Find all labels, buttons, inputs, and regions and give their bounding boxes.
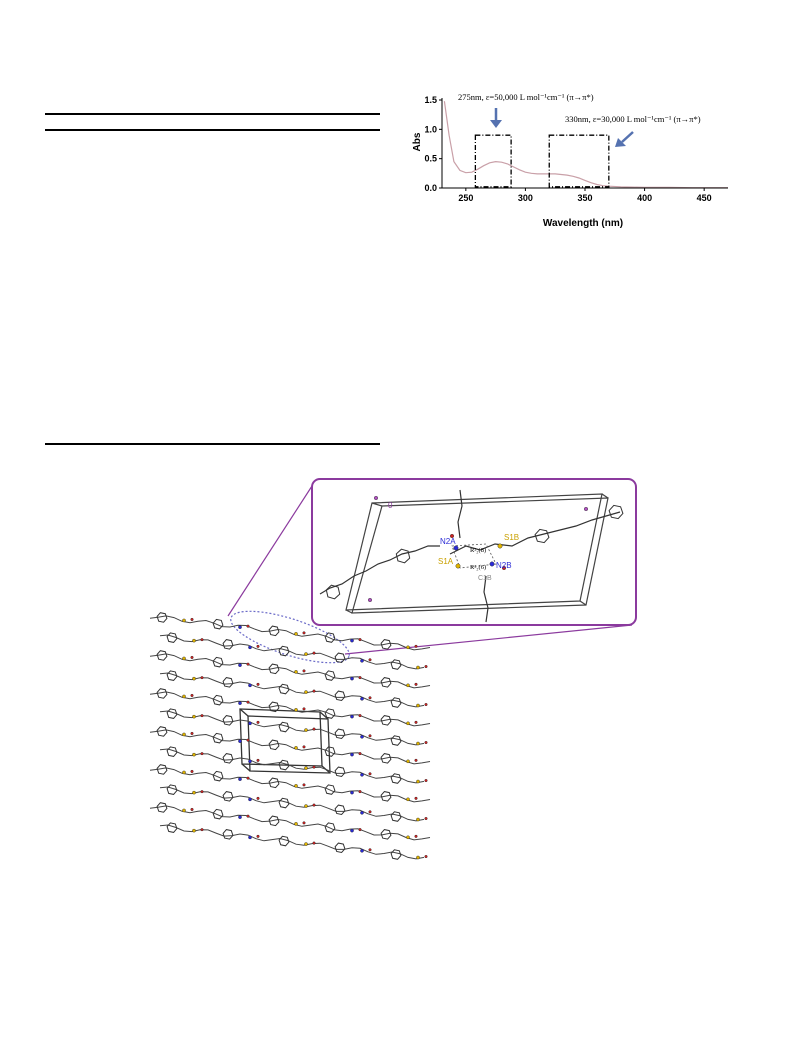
y-tick-label: 1.0 [424,124,437,134]
annotation-330: 330nm, ε=30,000 L mol⁻¹cm⁻¹ (π→π*) [565,114,701,124]
molecule-row [149,688,431,727]
table-header-rule [45,129,380,131]
y-tick-label: 0.0 [424,183,437,193]
annotation-275: 275nm, ε=50,000 L mol⁻¹cm⁻¹ (π→π*) [458,92,594,102]
molecule-row [159,632,428,670]
atom-label-c1b: C1B [478,575,492,582]
molecule-row [149,764,431,803]
chart-axes: 250 300 350 400 450 0.0 0.5 1.0 1.5 [424,95,728,203]
packing-unit-cell [239,708,331,774]
molecule-row [149,612,431,651]
peak-highlight-box [474,134,512,188]
x-tick-label: 450 [697,193,712,203]
table-top-rule [45,113,380,115]
ring-motif-label-1: R²₂(8) [470,547,486,554]
peak-highlight-box [548,134,610,188]
x-tick-label: 350 [577,193,592,203]
y-tick-label: 0.5 [424,154,437,164]
x-tick-label: 250 [458,193,473,203]
inset-unit-cell [345,493,609,614]
arrow-down-icon [490,108,502,128]
molecule-row [159,784,428,822]
molecule-row [159,822,428,860]
corner-label-origin: 0 [388,501,393,510]
molecule-row [159,746,428,784]
molecule-row [159,708,428,746]
molecule-row [149,650,431,689]
molecule-row [149,726,431,765]
chart-highlight-boxes [474,134,610,188]
inset-frame [311,478,637,626]
inset-molecules [319,489,624,623]
x-tick-label: 300 [518,193,533,203]
molecule-row [159,670,428,708]
uv-vis-chart: 250 300 350 400 450 0.0 0.5 1.0 1.5 Abs Waveleng… [412,92,728,229]
atom-label-s1b: S1B [504,533,519,542]
chart-xlabel: Wavelength (nm) [543,218,623,229]
table-bottom-rule [45,443,380,445]
x-tick-label: 400 [637,193,652,203]
atom-label-s1a: S1A [438,557,454,566]
chart-plot-area [443,101,728,189]
crystal-packing-figure: 0 N2A S1B N2B S1A C1B R²₂(8) R²₂(6) [149,478,637,860]
absorbance-line [443,101,728,189]
chart-ylabel: Abs [412,132,423,151]
atom-label-n2b: N2B [496,561,512,570]
ring-motif-label-2: R²₂(6) [470,564,486,571]
packing-molecules [149,612,431,860]
arrow-diagonal-icon [615,131,634,147]
molecule-row [149,802,431,841]
y-tick-label: 1.5 [424,95,437,105]
atom-label-n2a: N2A [440,537,456,546]
selected-dimer-ellipse [230,610,350,664]
